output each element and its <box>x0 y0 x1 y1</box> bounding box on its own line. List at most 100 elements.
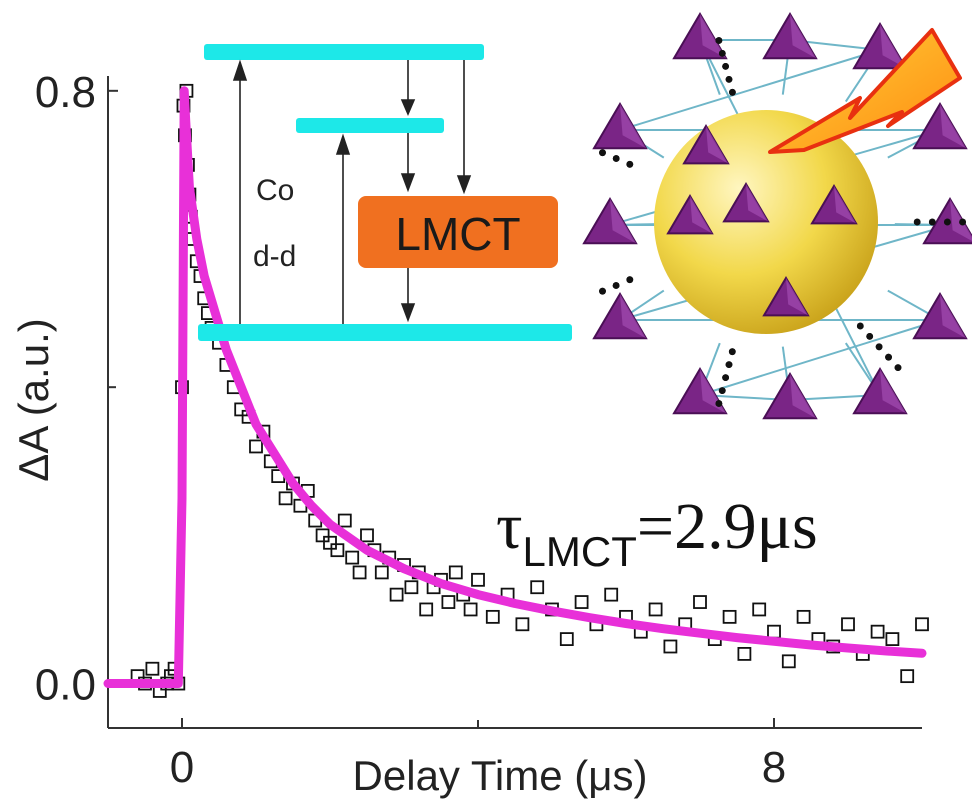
tetrahedron-face <box>690 196 712 234</box>
bond-line <box>619 49 881 131</box>
tetrahedron-face <box>790 14 816 59</box>
scatter-point <box>360 528 374 543</box>
lmct-box <box>358 196 558 268</box>
scatter-point <box>389 587 404 602</box>
atom-dot <box>722 63 729 70</box>
y-tick-label: 0.0 <box>35 661 96 710</box>
atom-dot <box>729 88 736 96</box>
scatter-point <box>323 535 337 550</box>
scatter-point <box>663 639 678 654</box>
scatter-point <box>604 587 619 602</box>
atom-dot <box>944 218 951 226</box>
co-label: Co <box>256 174 294 207</box>
scatter-point <box>767 624 781 639</box>
scatter-point <box>374 565 389 580</box>
tetrahedron-face <box>880 369 906 414</box>
y-axis-title: ΔA (a.u.) <box>10 318 57 481</box>
atom-dot <box>928 218 936 226</box>
scatter-point <box>737 647 752 661</box>
scatter-point <box>870 624 885 639</box>
scatter-point <box>574 595 589 609</box>
energy-level-diagram: LMCT Co d-d <box>198 44 572 341</box>
tetrahedron-face <box>940 294 966 339</box>
atom-dot <box>612 282 620 289</box>
tetrahedron-face <box>620 104 646 149</box>
scatter-point <box>915 617 929 632</box>
relaxation-arrows <box>400 60 472 323</box>
scatter-point <box>485 609 500 624</box>
y-tick-label: 0.8 <box>35 68 96 117</box>
scatter-point <box>448 565 463 580</box>
atom-dot <box>885 353 892 361</box>
scatter-point <box>249 439 263 454</box>
upper-level-bar <box>204 44 484 60</box>
tetrahedron-face <box>700 14 726 59</box>
scatter-point <box>278 491 293 506</box>
scatter-point <box>722 609 737 624</box>
scatter-point <box>693 595 707 609</box>
atom-dot <box>626 276 634 284</box>
atom-dot <box>856 322 864 330</box>
y-ticks: 0.0 0.8 <box>35 68 118 710</box>
scatter-point <box>345 550 360 565</box>
scatter-point <box>752 602 767 617</box>
lightning-bolt-icon <box>768 28 962 154</box>
x-axis-title: Delay Time (μs) <box>353 752 648 799</box>
tetrahedron-face <box>940 104 966 149</box>
atom-dot <box>718 387 726 394</box>
tetrahedron-face <box>786 278 808 316</box>
tau-symbol: τ <box>496 490 523 563</box>
tetrahedron-face <box>610 199 636 244</box>
scatter-point <box>352 565 367 580</box>
atom-dot <box>913 218 921 226</box>
atom-dot <box>959 218 966 226</box>
lmct-label: LMCT <box>395 208 520 260</box>
scatter-point <box>559 632 574 646</box>
x-tick-label: 0 <box>170 743 194 792</box>
scatter-point <box>900 669 915 684</box>
tau-value: =2.9μs <box>637 490 818 563</box>
tau-subscript: LMCT <box>523 528 637 575</box>
scatter-point <box>330 543 345 558</box>
atom-dot <box>722 374 729 381</box>
tetrahedra <box>582 12 972 420</box>
scatter-point <box>515 617 530 632</box>
middle-level-bar <box>296 118 444 133</box>
polyoxometalate-cluster-illustration <box>582 12 972 420</box>
atom-dot <box>599 287 606 295</box>
tetrahedron-face <box>620 294 646 339</box>
scatter-point <box>841 617 855 632</box>
tetrahedron-face <box>880 24 906 69</box>
tetrahedron-face <box>834 186 856 224</box>
atom-dot <box>715 37 723 44</box>
x-tick-label: 8 <box>762 743 786 792</box>
atom-dot <box>725 76 733 83</box>
excitation-arrows <box>232 59 351 324</box>
atom-dot <box>875 343 883 351</box>
atom-dot <box>626 160 634 168</box>
scatter-point <box>463 602 478 617</box>
dd-label: d-d <box>253 240 296 273</box>
scatter-point <box>315 528 330 543</box>
scatter-point <box>781 654 796 669</box>
scatter-point <box>337 513 352 528</box>
tetrahedron-face <box>790 374 816 419</box>
atom-dot <box>715 400 723 407</box>
ground-level-bar <box>198 324 572 341</box>
atom-dot <box>718 50 726 57</box>
scatter-point <box>419 602 434 617</box>
fit-curve-line <box>103 86 927 688</box>
atom-dot <box>866 333 874 340</box>
lifetime-annotation: τLMCT=2.9μs <box>496 490 818 575</box>
atom-dot <box>725 361 733 368</box>
scatter-point <box>885 632 900 646</box>
scatter-point <box>404 580 419 595</box>
atom-dot <box>894 364 902 371</box>
tetrahedron-face <box>706 126 728 164</box>
tetrahedron-face <box>746 184 768 222</box>
scatter-point <box>648 602 663 617</box>
scatter-point <box>145 661 160 676</box>
bond-line <box>699 319 941 396</box>
